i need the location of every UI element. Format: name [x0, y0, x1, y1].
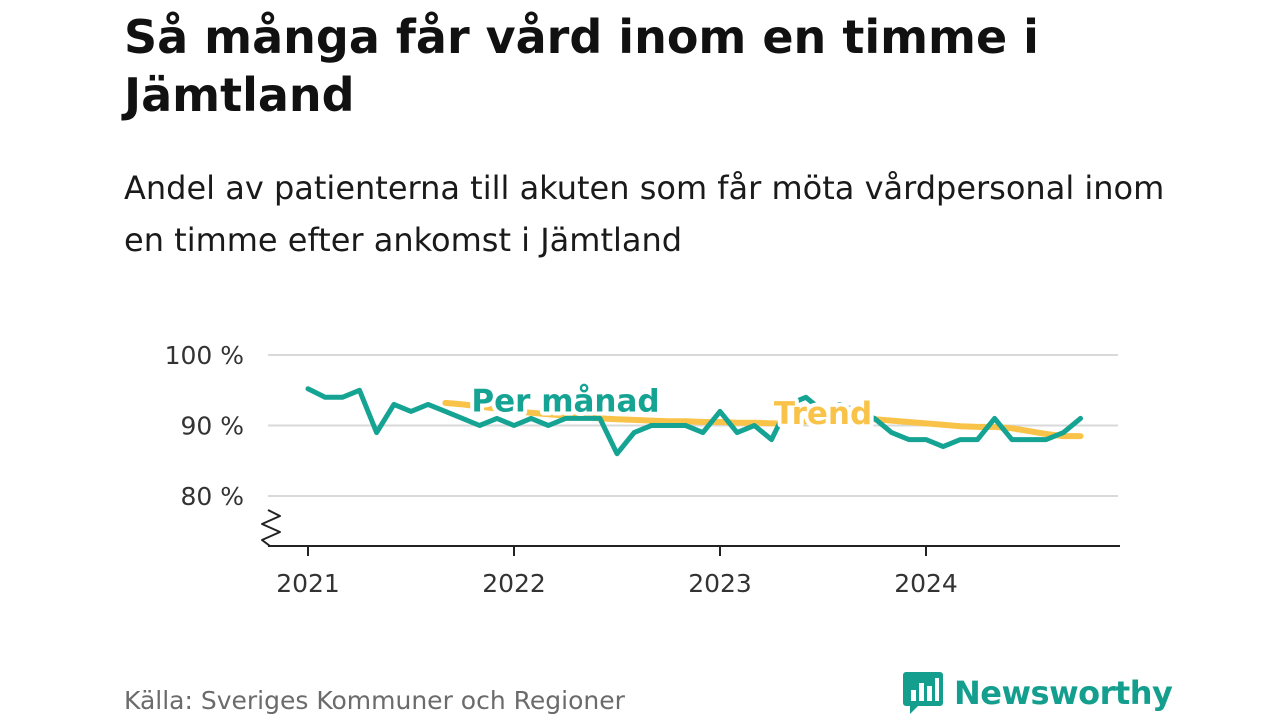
chart-title: Så många får vård inom en timme i Jämtla…: [124, 10, 1039, 122]
source-note: Källa: Sveriges Kommuner och Regioner: [124, 686, 625, 715]
axes: 100 % 90 % 80 % 2021 2022 2023 2024: [165, 341, 1120, 598]
x-tick-label: 2024: [894, 569, 958, 598]
y-tick-label: 90 %: [180, 412, 244, 441]
chart-subtitle: Andel av patienterna till akuten som får…: [124, 169, 1165, 259]
brand-name: Newsworthy: [954, 674, 1173, 712]
trend-line: [442, 399, 1084, 440]
x-tick-label: 2021: [276, 569, 340, 598]
x-tick-label: 2022: [482, 569, 546, 598]
axis-break-icon: [261, 509, 281, 547]
x-tick-label: 2023: [688, 569, 752, 598]
y-tick-label: 100 %: [165, 341, 244, 370]
bar-chart-bubble-icon: [903, 672, 943, 714]
trend-label: Trend: [774, 396, 872, 432]
monthly-label: Per månad: [471, 383, 659, 419]
series-lines: [305, 386, 1084, 457]
y-tick-label: 80 %: [180, 482, 244, 511]
monthly-line: [305, 386, 1083, 457]
newsworthy-logo: Newsworthy: [902, 670, 1173, 716]
series-labels: Per månad Trend: [467, 379, 876, 436]
